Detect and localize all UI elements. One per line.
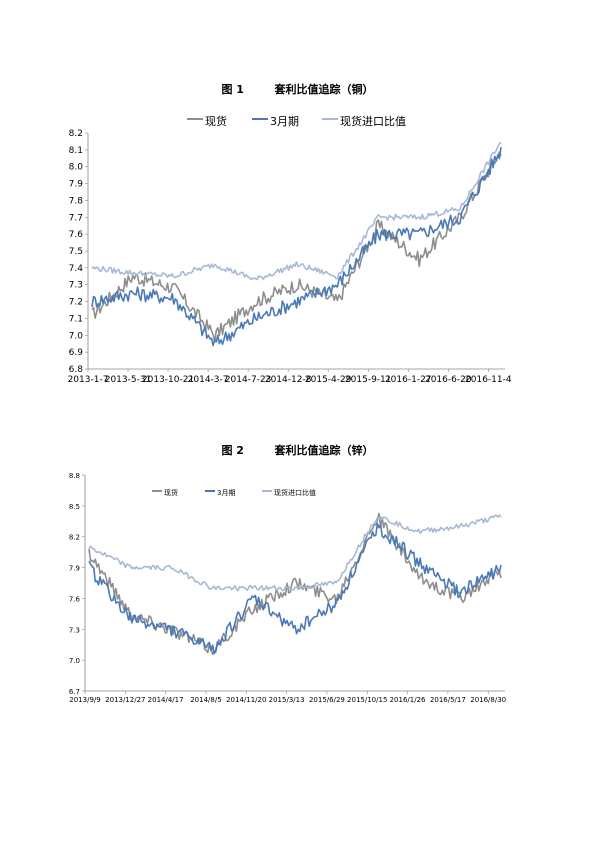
- x-tick-label: 2015/10/15: [347, 696, 387, 704]
- y-tick-label: 7.7: [69, 213, 83, 223]
- x-tick-label: 2016-6-20: [425, 375, 472, 385]
- y-tick-label: 8.8: [69, 472, 80, 480]
- y-tick-label: 8.5: [69, 503, 80, 511]
- series-line-march: [91, 147, 502, 347]
- y-tick-label: 8.2: [69, 534, 80, 542]
- x-tick-label: 2016/1/26: [390, 696, 426, 704]
- y-tick-label: 7.3: [69, 281, 83, 291]
- x-tick-label: 2016-11-4: [465, 375, 512, 385]
- legend-label-march: 3月期: [270, 115, 299, 128]
- x-tick-label: 2014/11/20: [226, 696, 266, 704]
- figure-1-title: 图 1 套利比值追踪（铜）: [221, 83, 374, 96]
- y-tick-label: 8.1: [69, 146, 83, 156]
- series-line-spot: [88, 512, 502, 656]
- series-line-spot: [91, 151, 502, 343]
- x-tick-label: 2013-10-21: [142, 375, 194, 385]
- y-tick-label: 7.2: [69, 298, 83, 308]
- series-line-march: [88, 523, 502, 655]
- y-tick-label: 7.6: [69, 230, 84, 240]
- x-tick-label: 2014-3-7: [188, 375, 229, 385]
- y-tick-label: 7.9: [69, 180, 84, 190]
- legend-label-march: 3月期: [217, 489, 235, 497]
- x-tick-label: 2013-1-7: [68, 375, 109, 385]
- y-tick-label: 7.6: [69, 595, 81, 603]
- x-tick-label: 2016/8/30: [470, 696, 506, 704]
- y-tick-label: 7.8: [69, 196, 84, 206]
- copper-arbitrage-chart: 6.8 6.9 7.0 7.1 7.2 7.3 7.4 7.5 7.6 7.7 7.8 7.9 8.0 8…: [68, 114, 512, 385]
- y-tick-label: 7.3: [69, 626, 80, 634]
- legend-label-spot: 现货: [164, 488, 178, 497]
- x-tick-label: 2015/6/29: [309, 696, 345, 704]
- y-tick-label: 7.4: [69, 264, 84, 274]
- x-tick-label: 2016/5/17: [430, 696, 466, 704]
- y-tick-label: 6.8: [69, 365, 84, 375]
- x-tick-label: 2013/9/9: [69, 696, 100, 704]
- x-tick-label: 2016-1-27: [385, 375, 432, 385]
- x-tick-label: 2013-5-31: [105, 375, 152, 385]
- x-tick-label: 2014-7-23: [225, 375, 272, 385]
- y-tick-label: 7.0: [69, 657, 80, 665]
- y-tick-label: 6.9: [69, 348, 84, 358]
- zinc-arbitrage-chart: 6.7 7.0 7.3 7.6 7.9 8.2 8.5 8.8 2013/9/9 2013/12/…: [69, 472, 506, 704]
- y-tick-label: 6.7: [69, 688, 80, 696]
- legend-label-import: 现货进口比值: [340, 114, 406, 128]
- figure-2-title: 图 2 套利比值追踪（锌）: [221, 444, 374, 457]
- x-tick-label: 2014/4/17: [148, 696, 184, 704]
- x-tick-label: 2014-12-8: [265, 375, 312, 385]
- x-tick-label: 2015-4-29: [305, 375, 352, 385]
- y-tick-label: 7.5: [69, 247, 83, 257]
- series-line-import: [88, 514, 502, 592]
- x-tick-label: 2014/8/5: [190, 696, 221, 704]
- y-tick-label: 7.9: [69, 565, 80, 573]
- x-tick-label: 2015-9-11: [345, 375, 392, 385]
- x-tick-label: 2015/3/13: [269, 696, 305, 704]
- y-tick-label: 8.0: [69, 163, 84, 173]
- y-tick-label: 7.0: [69, 331, 84, 341]
- x-tick-label: 2013/12/27: [105, 696, 145, 704]
- legend-label-spot: 现货: [205, 114, 227, 128]
- legend-label-import: 现货进口比值: [274, 488, 316, 497]
- series-line-import: [91, 141, 502, 281]
- y-tick-label: 7.1: [69, 314, 83, 324]
- y-tick-label: 8.2: [69, 129, 83, 139]
